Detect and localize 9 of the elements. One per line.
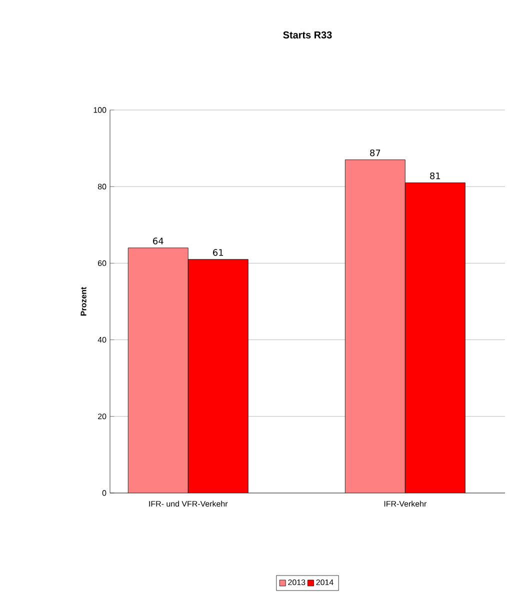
data-label: 64 — [153, 238, 164, 244]
bar — [128, 248, 188, 493]
data-label: 81 — [430, 172, 440, 180]
data-label: 87 — [370, 149, 380, 156]
bar — [188, 259, 248, 493]
bar — [344, 160, 406, 493]
chart-title: Starts R33 — [283, 31, 332, 38]
data-label: 61 — [213, 249, 224, 256]
bar — [404, 182, 466, 493]
